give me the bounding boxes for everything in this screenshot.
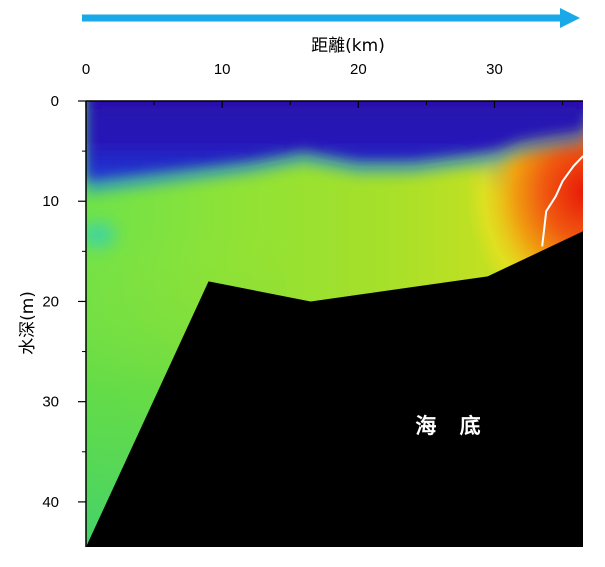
x-axis-title: 距離(km) xyxy=(311,36,385,56)
y-tick-label: 30 xyxy=(42,394,59,411)
hot-core-contour xyxy=(541,155,583,247)
y-axis-title: 水深(m) xyxy=(18,291,38,355)
y-tick-label: 10 xyxy=(42,193,59,210)
axes: 0 10 20 30 0 10 20 30 40 xyxy=(42,61,583,547)
x-tick-label: 30 xyxy=(486,61,503,78)
heatmap-surface-layer xyxy=(86,101,583,182)
seabed-profile xyxy=(86,231,583,547)
y-tick-label: 0 xyxy=(51,93,59,110)
x-tick-label: 20 xyxy=(350,61,367,78)
heatmap-cyan-patch xyxy=(86,215,124,255)
x-tick-label: 10 xyxy=(214,61,231,78)
flow-direction-arrow xyxy=(82,8,580,28)
x-tick-label: 0 xyxy=(82,61,90,78)
plot-area: 海 底 xyxy=(86,101,583,547)
y-tick-label: 40 xyxy=(42,494,59,511)
seabed-label: 海 底 xyxy=(415,414,488,438)
y-tick-label: 20 xyxy=(42,293,59,310)
